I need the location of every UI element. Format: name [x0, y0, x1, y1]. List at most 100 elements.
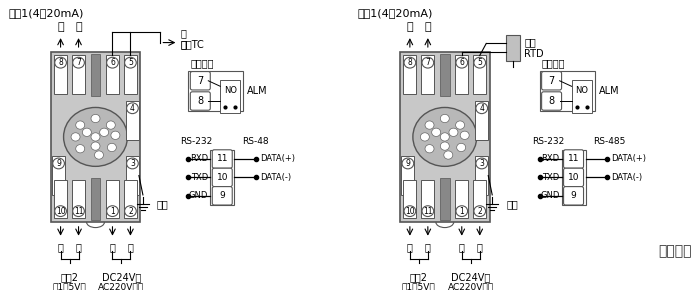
Circle shape	[94, 151, 104, 159]
Bar	[473, 55, 486, 94]
Text: RXD: RXD	[542, 155, 559, 164]
Circle shape	[106, 121, 116, 129]
Circle shape	[425, 121, 434, 129]
Text: RS-232: RS-232	[181, 137, 213, 146]
Text: 10: 10	[405, 207, 414, 216]
Circle shape	[71, 133, 80, 141]
Text: DATA(-): DATA(-)	[260, 173, 291, 182]
Text: 8: 8	[407, 58, 412, 67]
Text: ＋: ＋	[109, 242, 116, 252]
Circle shape	[404, 57, 416, 68]
Text: 4: 4	[130, 104, 135, 113]
Text: AC220V供电: AC220V供电	[99, 283, 144, 290]
Circle shape	[52, 158, 64, 169]
Text: 接地: 接地	[157, 199, 169, 209]
FancyBboxPatch shape	[542, 72, 561, 90]
Text: 输出2: 输出2	[410, 272, 428, 282]
Text: （1～5V）: （1～5V）	[402, 283, 435, 290]
Text: （1～5V）: （1～5V）	[52, 283, 86, 290]
Bar	[506, 35, 520, 61]
Text: 8: 8	[58, 58, 63, 67]
Text: 8: 8	[197, 96, 204, 106]
Bar	[50, 52, 141, 222]
Circle shape	[73, 206, 85, 217]
Circle shape	[444, 151, 453, 159]
FancyBboxPatch shape	[564, 150, 584, 168]
Text: 11: 11	[216, 155, 228, 164]
Text: 5: 5	[128, 58, 133, 67]
Circle shape	[107, 143, 116, 152]
Text: 3: 3	[130, 159, 135, 168]
Bar	[90, 178, 101, 220]
Text: ＋: ＋	[407, 242, 413, 252]
Text: DATA(+): DATA(+)	[260, 155, 295, 164]
Circle shape	[91, 142, 100, 150]
Circle shape	[456, 143, 466, 152]
Bar	[72, 55, 85, 94]
Text: ＋: ＋	[181, 28, 186, 38]
Text: 11: 11	[423, 207, 433, 216]
Text: ＋: ＋	[458, 242, 465, 252]
Text: 6: 6	[459, 58, 464, 67]
Circle shape	[440, 142, 449, 150]
Text: 9: 9	[56, 159, 61, 168]
Circle shape	[432, 128, 441, 137]
Bar	[400, 52, 490, 222]
Circle shape	[125, 206, 136, 217]
Text: 7: 7	[76, 58, 81, 67]
FancyBboxPatch shape	[212, 150, 232, 168]
Text: 输入TC: 输入TC	[181, 39, 204, 49]
Text: ＋: ＋	[75, 21, 82, 32]
Text: NO: NO	[224, 86, 237, 95]
Text: －: －	[127, 242, 134, 252]
Text: 7: 7	[197, 76, 204, 86]
Bar	[403, 180, 416, 218]
Text: －: －	[477, 242, 483, 252]
Text: 昌晖仪表: 昌晖仪表	[658, 244, 692, 258]
Bar	[403, 55, 416, 94]
Text: ＋: ＋	[57, 242, 64, 252]
Circle shape	[422, 57, 434, 68]
Text: TXD: TXD	[191, 173, 209, 182]
Text: ALM: ALM	[247, 86, 268, 96]
Bar	[572, 80, 592, 113]
Circle shape	[106, 57, 118, 68]
Circle shape	[111, 131, 120, 139]
Circle shape	[474, 57, 486, 68]
Text: DC24V或: DC24V或	[451, 272, 491, 282]
Bar	[421, 55, 434, 94]
FancyBboxPatch shape	[564, 186, 584, 205]
Bar	[188, 71, 243, 111]
Bar	[106, 55, 119, 94]
Text: 7: 7	[426, 58, 430, 67]
Text: 2: 2	[128, 207, 133, 216]
Text: 输入: 输入	[524, 38, 536, 48]
Text: 5: 5	[477, 58, 482, 67]
Circle shape	[425, 145, 434, 153]
Circle shape	[456, 206, 468, 217]
Text: 10: 10	[56, 207, 65, 216]
Bar	[540, 71, 594, 111]
Circle shape	[91, 114, 100, 123]
Text: 10: 10	[216, 173, 228, 182]
Bar	[220, 80, 240, 113]
Text: 1: 1	[459, 207, 464, 216]
Bar	[124, 55, 137, 94]
Bar	[455, 180, 468, 218]
Text: 9: 9	[219, 191, 225, 200]
Text: 6: 6	[110, 58, 115, 67]
Circle shape	[422, 206, 434, 217]
Bar	[54, 55, 67, 94]
Text: ALM: ALM	[598, 86, 619, 96]
Bar	[106, 180, 119, 218]
Text: GND: GND	[189, 191, 209, 200]
Text: －: －	[181, 39, 186, 49]
FancyBboxPatch shape	[190, 72, 210, 90]
Circle shape	[55, 206, 66, 217]
Text: 3: 3	[480, 159, 484, 168]
Circle shape	[460, 131, 469, 139]
Text: RS-232: RS-232	[531, 137, 564, 146]
Bar	[401, 156, 414, 195]
Text: 10: 10	[568, 173, 580, 182]
Text: 报警输出: 报警输出	[190, 58, 214, 68]
